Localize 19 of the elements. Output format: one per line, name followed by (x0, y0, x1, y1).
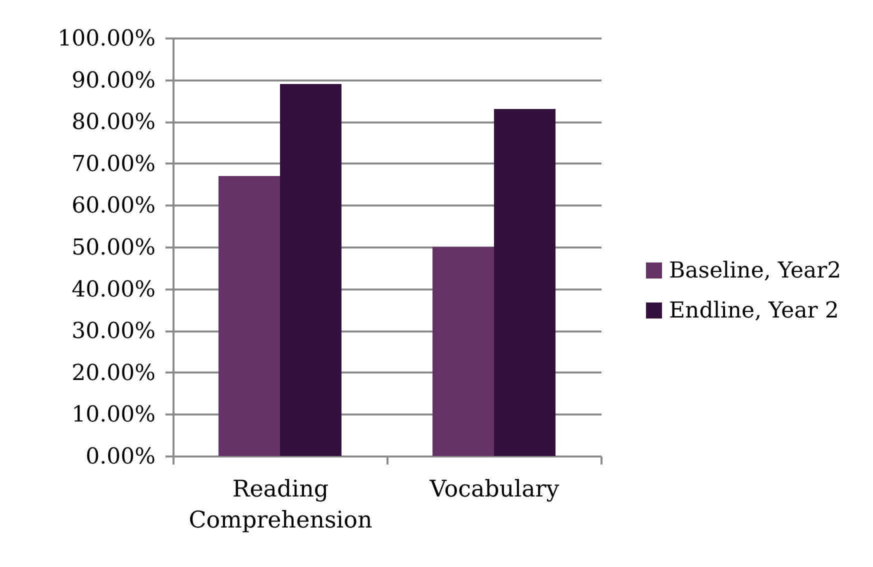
y-tick-label: 100.00% (58, 26, 156, 52)
y-tick-label: 20.00% (72, 360, 156, 386)
y-tick-label: 60.00% (72, 194, 156, 219)
x-tick-label: Vocabulary (428, 476, 560, 502)
y-tick-label: 10.00% (72, 402, 156, 428)
bar (218, 176, 280, 456)
y-tick-label: 80.00% (72, 110, 156, 136)
y-tick-label: 90.00% (72, 68, 156, 94)
y-tick-label: 0.00% (86, 444, 156, 470)
legend-label: Endline, Year 2 (669, 298, 839, 324)
y-tick-label: 70.00% (72, 152, 156, 177)
y-tick-label: 50.00% (72, 236, 156, 260)
y-tick-label: 30.00% (72, 319, 156, 344)
bar (280, 84, 342, 456)
y-tick-label: 40.00% (72, 277, 156, 302)
bar (432, 247, 494, 456)
x-tick-label: Reading Comprehension (188, 476, 373, 534)
bar (494, 109, 556, 456)
legend-label: Baseline, Year2 (669, 258, 842, 284)
